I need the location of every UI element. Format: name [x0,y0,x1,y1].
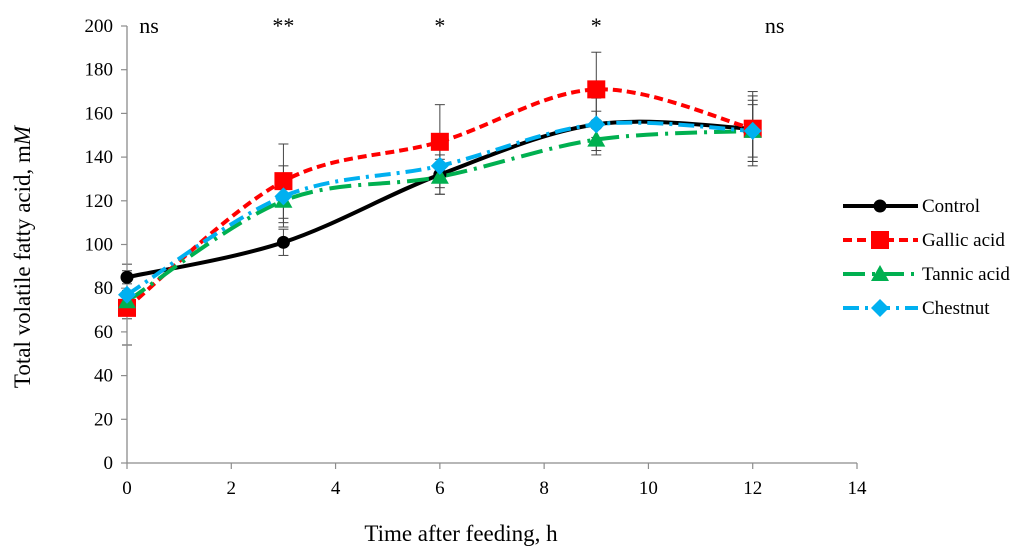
legend-label-control: Control [922,196,980,217]
legend-label-tannic-acid: Tannic acid [922,264,1010,285]
significance-label: ns [765,13,785,38]
legend-marker-gallic-acid [871,231,889,249]
legend-marker-chestnut [871,299,889,317]
point-chestnut [430,156,449,175]
y-tick-label: 140 [85,147,114,168]
y-axis-title-unit-italic: M [10,124,35,146]
tick-labels: 0 20 40 60 80 100 120 140 160 180 200 0 2 4 6 8 10 12 14 [85,16,868,499]
point-control [120,270,134,284]
legend-marker-tannic-acid [871,265,889,281]
series-line-tannic-acid [125,128,753,303]
point-chestnut [274,187,293,206]
point-chestnut [743,121,762,140]
series-line-gallic-acid [125,87,754,310]
y-tick-label: 200 [85,16,114,37]
y-axis-title: Total volatile fatty acid, mM [10,124,35,388]
significance-label: ** [272,13,294,38]
y-axis-title-text: Total volatile fatty acid, m [10,145,35,388]
x-tick-label: 12 [743,478,762,499]
point-chestnut [587,115,606,134]
x-tick-label: 6 [435,478,445,499]
legend-label-gallic-acid: Gallic acid [922,230,1005,251]
y-tick-label: 180 [85,60,114,81]
x-tick-label: 8 [539,478,549,499]
x-tick-label: 2 [227,478,237,499]
point-gallic-acid [587,80,606,99]
point-tannic-acid [430,167,449,184]
significance-label: * [591,13,602,38]
point-gallic-acid [430,132,449,151]
y-tick-label: 80 [94,278,113,299]
y-tick-label: 0 [104,453,114,474]
y-tick-label: 100 [85,235,114,256]
x-tick-label: 4 [331,478,341,499]
error-bars [122,51,758,346]
point-gallic-acid [274,172,293,191]
legend: Control Gallic acid Tannic acid Chestnut [843,196,1010,319]
y-tick-label: 20 [94,409,113,430]
significance-label: ns [139,13,159,38]
legend-label-chestnut: Chestnut [922,298,990,319]
x-tick-label: 14 [848,478,868,499]
axes [121,25,858,469]
point-chestnut [118,285,136,304]
legend-marker-control [873,199,887,213]
point-control [276,235,290,249]
x-tick-label: 10 [639,478,658,499]
x-tick-label: 0 [122,478,132,499]
y-tick-label: 60 [94,322,113,343]
y-tick-label: 40 [94,366,113,387]
series-markers [118,80,762,317]
significance-labels: ns ** * * ns [139,13,784,38]
y-tick-label: 160 [85,103,114,124]
y-tick-label: 120 [85,191,114,212]
x-axis-title: Time after feeding, h [364,521,558,546]
significance-label: * [434,13,445,38]
point-tannic-acid [587,130,606,147]
